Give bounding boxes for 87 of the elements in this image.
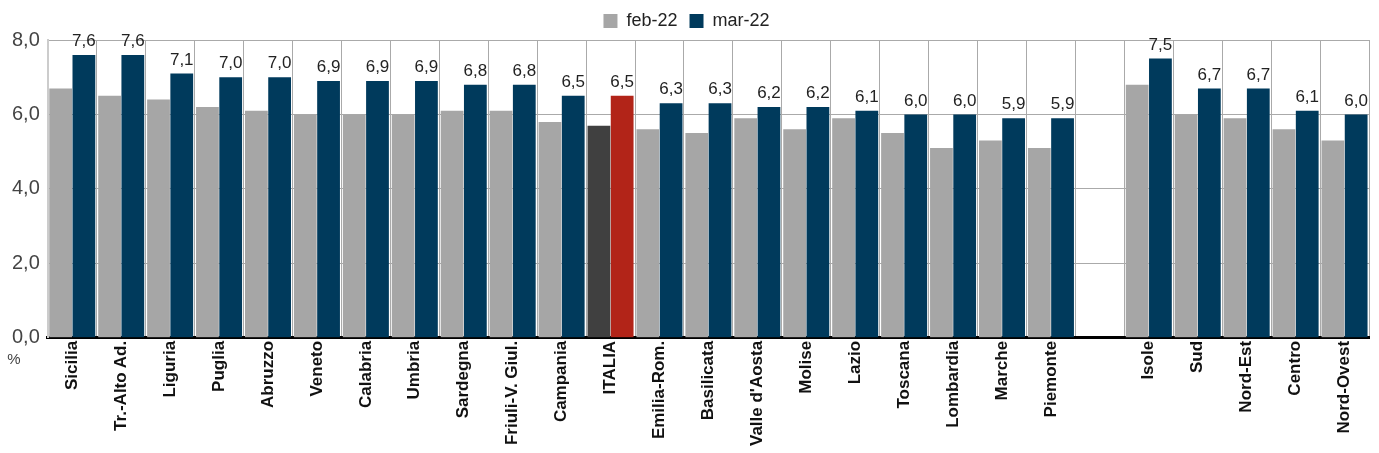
bar xyxy=(757,107,781,338)
y-tick-label: 8,0 xyxy=(11,27,40,50)
data-label: 6,2 xyxy=(757,83,781,103)
bar xyxy=(366,80,389,338)
data-label: 6,9 xyxy=(365,57,390,77)
data-label: 6,1 xyxy=(1295,86,1320,106)
legend-label: feb-22 xyxy=(626,9,678,30)
data-label: 6,2 xyxy=(806,83,830,103)
bar xyxy=(1149,58,1172,338)
x-tick-label: Basilicata xyxy=(698,340,718,421)
data-label: 5,9 xyxy=(1001,94,1026,114)
bar xyxy=(708,103,732,338)
data-label: 6,0 xyxy=(952,90,977,110)
data-label: 6,1 xyxy=(855,86,879,106)
x-tick-label: Friuli-V. Giul. xyxy=(502,340,522,446)
y-tick-label: 2,0 xyxy=(11,250,40,273)
bar xyxy=(1197,88,1221,338)
data-label: 6,8 xyxy=(463,60,488,80)
y-tick-label: 0,0 xyxy=(11,325,40,348)
data-label: 6,8 xyxy=(512,60,537,80)
x-tick-label: Isole xyxy=(1138,340,1158,380)
x-tick-label: Lazio xyxy=(844,340,864,385)
x-tick-label: Liguria xyxy=(159,340,179,398)
data-label: 6,9 xyxy=(316,57,341,77)
x-tick-label: Umbria xyxy=(404,340,424,400)
bar xyxy=(317,80,340,338)
text: % xyxy=(7,349,21,367)
bar xyxy=(219,77,243,338)
data-label: 6,9 xyxy=(414,57,439,77)
x-tick-label: Nord-Est xyxy=(1236,340,1256,413)
data-label: 6,7 xyxy=(1246,64,1271,84)
x-tick-label: Nord-Ovest xyxy=(1334,340,1354,434)
bar xyxy=(1246,88,1270,338)
data-label: 6,3 xyxy=(659,79,683,99)
bar xyxy=(463,84,487,338)
bar xyxy=(855,110,879,338)
x-tick-label: Tr.-Alto Ad. xyxy=(110,340,130,431)
bar xyxy=(72,54,96,338)
bar xyxy=(1051,118,1074,338)
y-tick-label: 4,0 xyxy=(11,176,40,199)
y-tick-label: 6,0 xyxy=(11,101,40,124)
x-tick-label: Veneto xyxy=(306,340,326,397)
x-tick-label: Puglia xyxy=(208,340,228,392)
data-label: 7,6 xyxy=(72,31,96,51)
x-tick-label: Abruzzo xyxy=(257,340,277,408)
bar xyxy=(561,95,585,338)
x-tick-label: Piemonte xyxy=(1040,340,1060,418)
bar xyxy=(1002,118,1026,338)
data-label: 6,3 xyxy=(708,79,732,99)
bar xyxy=(953,114,977,338)
bar xyxy=(170,73,194,338)
x-tick-label: Marche xyxy=(991,340,1011,401)
data-label: 6,5 xyxy=(561,72,586,92)
data-label: 5,9 xyxy=(1050,94,1075,114)
bar xyxy=(512,84,536,338)
data-label: 6,7 xyxy=(1197,64,1222,84)
data-label: 7,0 xyxy=(267,53,292,73)
x-tick-label: Campania xyxy=(551,340,571,423)
bar xyxy=(587,125,611,338)
bar xyxy=(659,103,683,338)
data-label: 6,0 xyxy=(1344,90,1368,110)
x-tick-label: Molise xyxy=(795,340,815,394)
x-tick-label: Emilia-Rom. xyxy=(649,340,669,440)
data-label: 7,1 xyxy=(169,49,194,69)
x-tick-label: Valle d'Aosta xyxy=(747,340,767,446)
bar xyxy=(415,80,438,338)
x-tick-label: Toscana xyxy=(893,340,913,409)
data-label: 6,5 xyxy=(610,72,634,92)
bar xyxy=(904,114,928,338)
x-tick-label: ITALIA xyxy=(600,340,620,395)
legend-label: mar-22 xyxy=(712,9,770,30)
data-label: 7,6 xyxy=(121,31,145,51)
x-tick-label: Calabria xyxy=(355,340,375,408)
bar xyxy=(806,107,830,338)
bar xyxy=(268,77,292,338)
data-label: 7,5 xyxy=(1148,34,1173,54)
bar xyxy=(610,95,634,338)
x-tick-label: Centro xyxy=(1285,340,1305,396)
bar xyxy=(121,54,145,338)
x-tick-label: Sicilia xyxy=(61,340,81,390)
x-tick-label: Sardegna xyxy=(453,340,473,419)
x-tick-label: Sud xyxy=(1187,340,1207,373)
bar xyxy=(1344,114,1368,338)
data-label: 6,0 xyxy=(903,90,928,110)
bar xyxy=(1295,110,1319,338)
data-label: 7,0 xyxy=(218,53,243,73)
x-tick-label: Lombardia xyxy=(942,340,962,428)
